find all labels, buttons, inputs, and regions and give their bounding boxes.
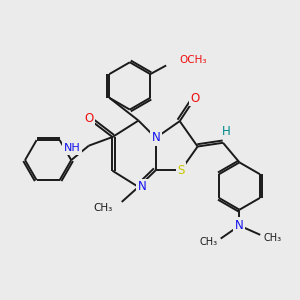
Text: O: O [190,92,200,105]
Text: CH₃: CH₃ [200,237,218,247]
Text: OCH₃: OCH₃ [179,55,207,65]
Text: N: N [235,219,244,232]
Text: H: H [222,125,231,138]
Text: N: N [152,131,160,144]
Text: S: S [177,164,184,177]
Text: CH₃: CH₃ [94,203,113,213]
Text: N: N [137,180,146,194]
Text: NH: NH [64,143,81,153]
Text: O: O [84,112,93,125]
Text: CH₃: CH₃ [263,233,281,243]
